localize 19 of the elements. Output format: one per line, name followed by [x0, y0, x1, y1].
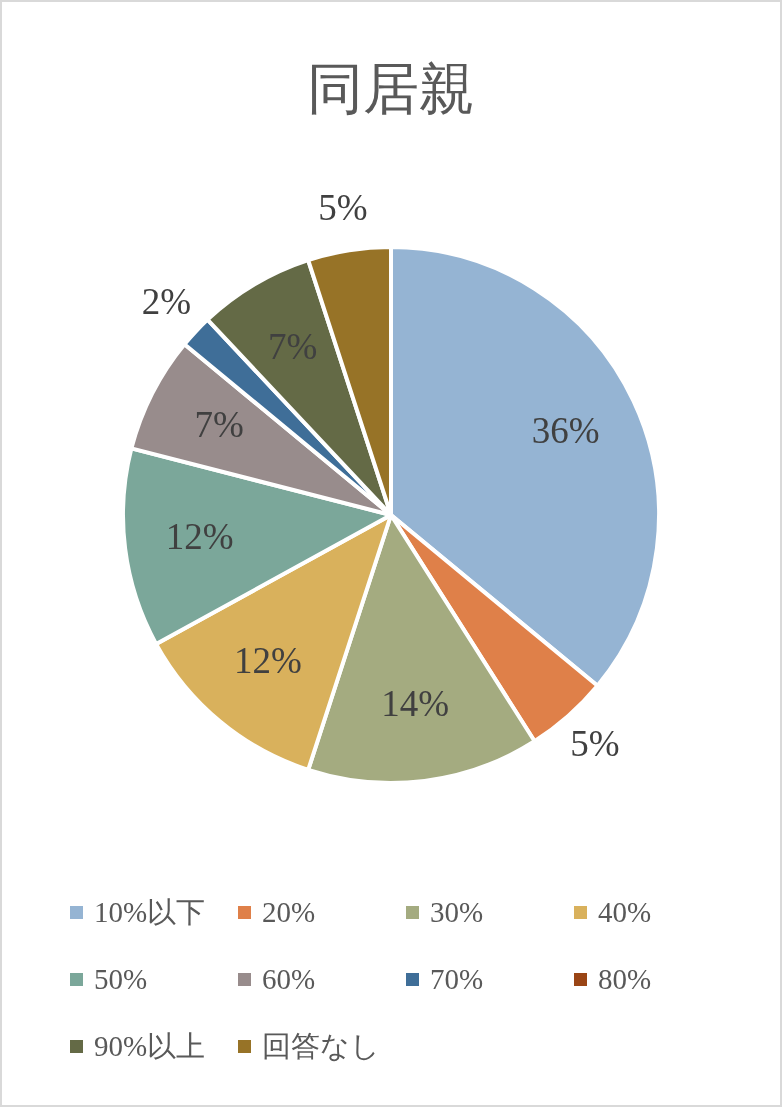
legend-label: 50% — [94, 963, 148, 996]
data-label: 2% — [141, 280, 191, 322]
legend-label: 90%以上 — [94, 1028, 206, 1064]
data-label: 12% — [234, 640, 302, 682]
data-label: 14% — [381, 683, 450, 725]
legend-label: 80% — [598, 963, 652, 996]
data-label: 36% — [531, 409, 600, 451]
legend-label: 20% — [262, 896, 316, 929]
legend-label: 70% — [430, 963, 484, 996]
chart-title: 同居親 — [306, 57, 476, 122]
legend-label: 40% — [598, 896, 652, 929]
legend-label: 60% — [262, 963, 316, 996]
legend-label: 回答なし — [262, 1028, 380, 1064]
legend-label: 30% — [430, 896, 484, 929]
data-label: 5% — [570, 722, 620, 764]
data-label: 12% — [165, 515, 234, 557]
data-label: 7% — [194, 404, 244, 446]
legend-label: 10%以下 — [94, 894, 206, 930]
data-label: 5% — [318, 187, 368, 229]
